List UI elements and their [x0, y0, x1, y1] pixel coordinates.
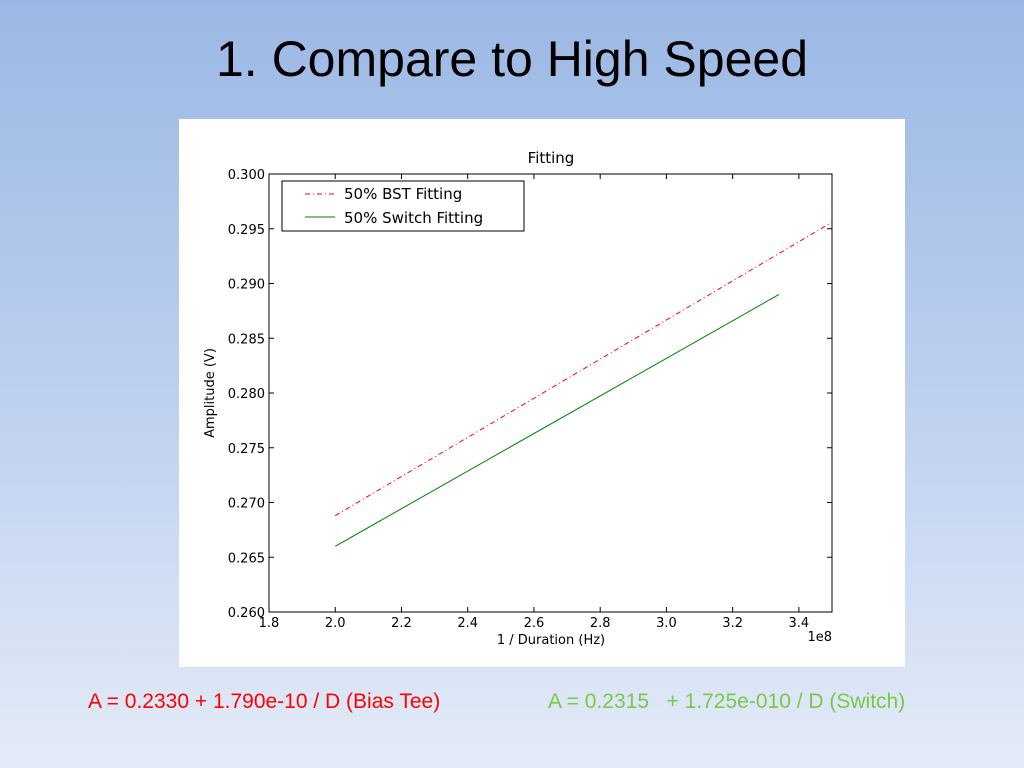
y-tick-label: 0.260 [228, 606, 265, 621]
plot-frame [268, 173, 833, 613]
y-axis-label: Amplitude (V) [203, 348, 218, 438]
series-line-switch [334, 294, 780, 547]
x-tick-label: 1.8 [259, 616, 280, 631]
legend-label-switch: 50% Switch Fitting [344, 209, 483, 227]
equation-bias-tee: A = 0.2330 + 1.790e-10 / D (Bias Tee) [88, 690, 441, 713]
slide-title: 1. Compare to High Speed [215, 31, 809, 87]
fitting-chart: Fitting 1.8 2.0 2.2 2.4 2.6 2.8 3.0 3.2 3.4 0.260… [203, 149, 833, 648]
y-tick-label: 0.290 [228, 278, 265, 293]
x-tick-label: 2.8 [590, 616, 611, 631]
chart-panel: Fitting 1.8 2.0 2.2 2.4 2.6 2.8 3.0 3.2 3.4 0.260… [179, 119, 905, 667]
chart-title: Fitting [528, 149, 575, 167]
x-tick-label: 3.2 [722, 616, 743, 631]
y-tick-label: 0.275 [228, 442, 265, 457]
x-axis-label: 1 / Duration (Hz) [497, 633, 605, 648]
y-tick-label: 0.270 [228, 497, 265, 512]
legend: 50% BST Fitting 50% Switch Fitting [281, 180, 525, 232]
equation-switch: A = 0.2315 + 1.725e-010 / D (Switch) [548, 690, 906, 713]
x-tick-label: 2.6 [524, 616, 545, 631]
x-tick-label: 2.4 [457, 616, 478, 631]
x-offset-label: 1e8 [807, 630, 832, 645]
y-tick-label: 0.295 [228, 223, 265, 238]
legend-label-bst: 50% BST Fitting [344, 185, 462, 203]
y-tick-label: 0.300 [228, 168, 265, 183]
y-tick-label: 0.285 [228, 332, 265, 347]
y-tick-label: 0.265 [228, 551, 265, 566]
y-tick-label: 0.280 [228, 387, 265, 402]
x-tick-label: 2.0 [325, 616, 346, 631]
x-tick-label: 2.2 [391, 616, 412, 631]
legend-box [281, 180, 525, 232]
series-line-bst [334, 221, 833, 517]
x-tick-label: 3.0 [656, 616, 677, 631]
x-tick-label: 3.4 [789, 616, 810, 631]
